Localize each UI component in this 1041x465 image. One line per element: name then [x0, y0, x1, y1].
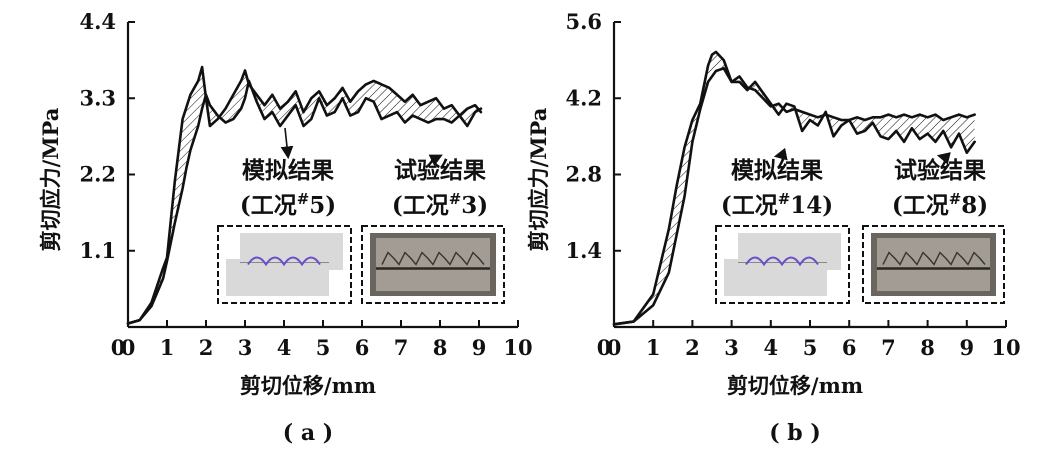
- specimen-notch: [724, 233, 738, 259]
- panel-label: ( b ): [769, 420, 821, 446]
- annotation-simulation-case: (工况#14): [721, 190, 833, 219]
- x-axis-title: 剪切位移/mm: [240, 373, 376, 398]
- origin-label: 0: [597, 335, 612, 360]
- y-tick-label: 2.2: [79, 162, 116, 187]
- y-tick-label: 1.4: [565, 238, 602, 263]
- photo-frame: [715, 225, 850, 304]
- y-tick-label: 5.6: [565, 9, 602, 34]
- x-tick-label: 8: [920, 335, 935, 360]
- x-tick-label: 6: [355, 335, 370, 360]
- series-line-2: [612, 50, 976, 326]
- test-photo: [361, 225, 505, 304]
- annotation-simulation-title: 模拟结果: [242, 157, 334, 184]
- y-axis-title: 剪切应力/MPa: [526, 107, 551, 251]
- y-tick-label: 4.4: [79, 9, 116, 34]
- annotation-arrow: [428, 154, 443, 167]
- series-line-1: [126, 79, 483, 325]
- test-photo: [862, 225, 1005, 304]
- x-tick-label: 3: [238, 335, 253, 360]
- chart-panel-b: 0 1 2 3 4 5 6 7 8 9 101.42.84.25.60剪切位移/mm剪切应力/MPa…: [526, 9, 1021, 446]
- x-tick-label: 5: [803, 335, 818, 360]
- x-tick-label: 1: [646, 335, 661, 360]
- photo-frame: [217, 225, 352, 304]
- x-tick-label: 2: [685, 335, 700, 360]
- x-tick-label: 8: [433, 335, 448, 360]
- y-axis-title: 剪切应力/MPa: [38, 107, 63, 251]
- x-tick-label: 1: [160, 335, 175, 360]
- specimen-notch: [226, 233, 240, 259]
- y-tick-label: 4.2: [565, 85, 602, 110]
- panel-label: ( a ): [283, 420, 333, 446]
- x-tick-label: 10: [503, 335, 532, 360]
- x-tick-label: 10: [991, 335, 1020, 360]
- x-axis-title: 剪切位移/mm: [727, 373, 863, 398]
- annotation-test-title: 试验结果: [394, 157, 486, 184]
- y-tick-label: 2.8: [565, 162, 602, 187]
- deviation-hatch: [128, 67, 481, 324]
- y-tick-label: 1.1: [79, 238, 116, 263]
- specimen-notch: [827, 270, 841, 296]
- photo-frame: [361, 225, 505, 304]
- annotation-test-title: 试验结果: [894, 157, 986, 184]
- simulated-crack: [247, 256, 321, 267]
- simulated-crack: [745, 256, 819, 267]
- x-tick-label: 0: [607, 335, 622, 360]
- x-tick-label: 4: [763, 335, 778, 360]
- chart-panel-a: 0 1 2 3 4 5 6 7 8 9 101.12.23.34.40剪切位移/mm剪切应力/MPa…: [38, 9, 533, 446]
- x-tick-label: 9: [959, 335, 974, 360]
- annotation-test-case: (工况#8): [892, 190, 988, 219]
- annotation-simulation-title: 模拟结果: [731, 157, 823, 184]
- origin-label: 0: [111, 335, 126, 360]
- x-tick-label: 7: [394, 335, 409, 360]
- deviation-hatch: [614, 51, 975, 325]
- annotation-arrow: [280, 127, 294, 160]
- specimen-notch: [329, 270, 343, 296]
- simulation-photo: [217, 225, 352, 304]
- x-tick-label: 9: [472, 335, 487, 360]
- photo-frame: [862, 225, 1005, 304]
- x-tick-label: 5: [316, 335, 331, 360]
- x-tick-label: 0: [121, 335, 136, 360]
- x-tick-label: 3: [724, 335, 739, 360]
- x-tick-label: 4: [277, 335, 292, 360]
- annotation-arrow: [936, 152, 951, 165]
- annotation-arrow: [773, 147, 788, 161]
- simulation-photo: [715, 225, 850, 304]
- x-tick-label: 6: [842, 335, 857, 360]
- test-crack: [381, 251, 485, 266]
- y-tick-label: 3.3: [79, 85, 116, 110]
- series-line-1: [612, 66, 976, 326]
- x-tick-label: 7: [881, 335, 896, 360]
- x-tick-label: 2: [199, 335, 214, 360]
- annotation-test-case: (工况#3): [392, 190, 488, 219]
- annotation-simulation-case: (工况#5): [240, 190, 336, 219]
- series-line-2: [126, 65, 483, 325]
- test-crack: [882, 251, 986, 266]
